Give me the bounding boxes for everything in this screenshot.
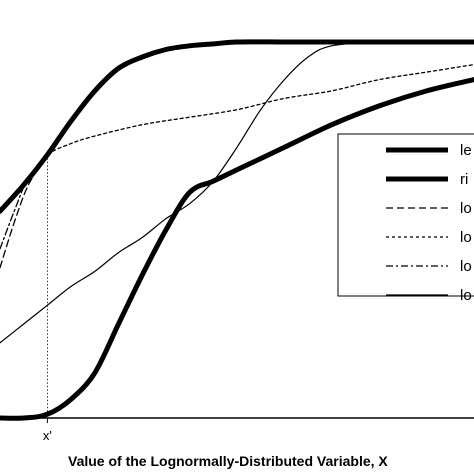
legend-label-4: lo bbox=[460, 258, 472, 275]
series-line-3 bbox=[27, 63, 474, 179]
series-line-2 bbox=[0, 154, 49, 269]
series-line-4 bbox=[0, 154, 49, 250]
legend-box bbox=[337, 133, 474, 297]
legend-label-0: le bbox=[460, 142, 472, 159]
series-line-1 bbox=[0, 77, 474, 421]
legend-label-1: ri bbox=[460, 171, 468, 188]
series-line-5 bbox=[0, 41, 474, 344]
x-prime-tick-label: x' bbox=[43, 428, 52, 443]
curves-layer bbox=[0, 39, 474, 421]
legend-label-5: lo bbox=[460, 287, 472, 304]
x-axis-label: Value of the Lognormally-Distributed Var… bbox=[68, 453, 388, 469]
legend: le ri lo lo lo lo bbox=[337, 133, 474, 304]
legend-label-2: lo bbox=[460, 200, 472, 217]
legend-label-3: lo bbox=[460, 229, 472, 246]
series-line-0 bbox=[0, 39, 474, 214]
